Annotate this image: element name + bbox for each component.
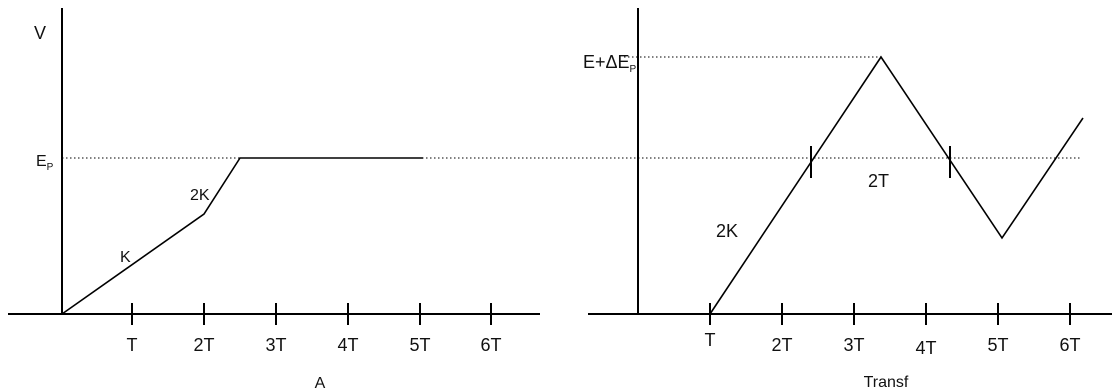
left-tick-label: 4T (337, 335, 358, 355)
left-tick-label: 5T (409, 335, 430, 355)
right-tick-label: 2T (771, 335, 792, 355)
left-tick-label: 3T (265, 335, 286, 355)
peak-label: E+ΔEP (583, 52, 637, 75)
right-tick-label: 5T (987, 335, 1008, 355)
right-tick-label: 3T (843, 335, 864, 355)
left-panel: T 2T 3T 4T 5T 6T V K 2K EP A (8, 8, 540, 392)
left-voltage-curve (61, 157, 423, 315)
interval-2t-label: 2T (868, 171, 889, 191)
right-tick-label: T (705, 330, 716, 350)
level-ep-label: EP (36, 153, 54, 173)
right-tick-label: 6T (1059, 335, 1080, 355)
left-tick-label: 2T (193, 335, 214, 355)
left-y-axis-label: V (34, 23, 46, 43)
slope-2k-label: 2K (190, 187, 210, 204)
left-tick-label: 6T (480, 335, 501, 355)
right-panel: T 2T 3T 4T 5T 6T E+ΔEP 2T 2K Transf (583, 8, 1112, 391)
slope-2k-label: 2K (716, 221, 738, 241)
right-voltage-curve (709, 55, 1084, 315)
slope-k-label: K (120, 249, 131, 266)
right-tick-label: 4T (915, 338, 936, 358)
right-caption: Transf (864, 374, 909, 391)
left-tick-label: T (127, 335, 138, 355)
left-caption: A (315, 375, 326, 392)
